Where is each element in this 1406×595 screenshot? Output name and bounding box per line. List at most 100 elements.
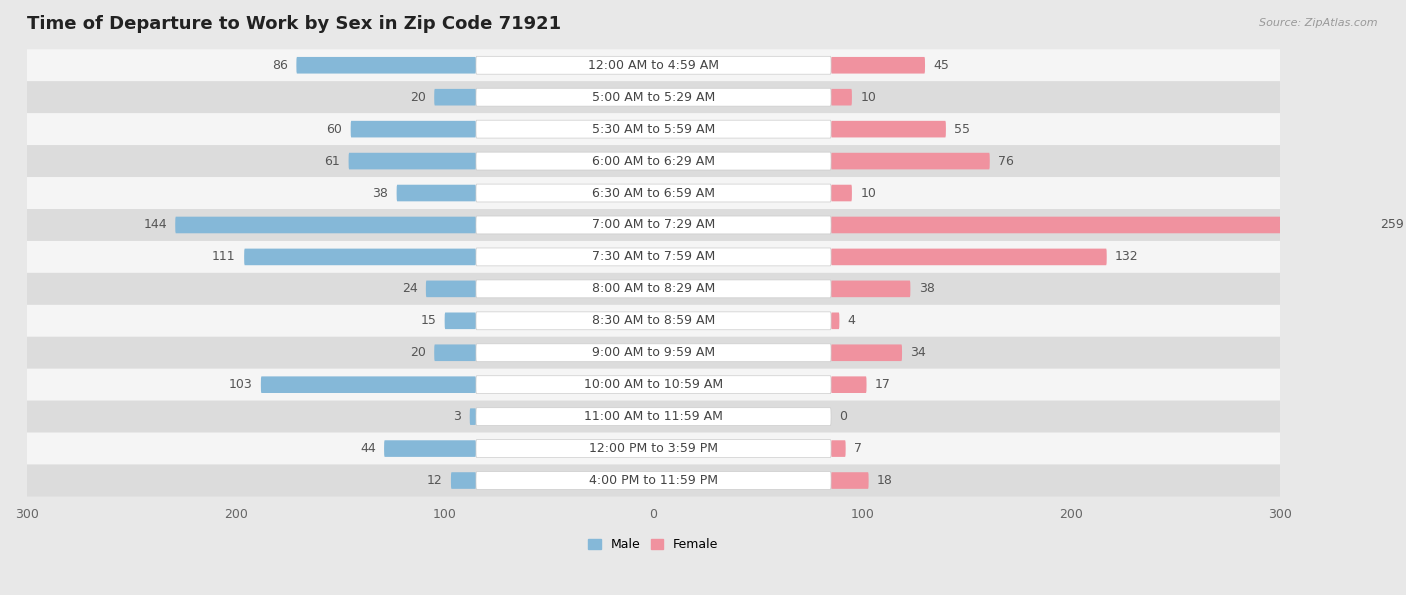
FancyBboxPatch shape	[477, 216, 831, 234]
FancyBboxPatch shape	[477, 312, 831, 330]
Text: 20: 20	[411, 346, 426, 359]
Text: 5:00 AM to 5:29 AM: 5:00 AM to 5:29 AM	[592, 90, 716, 104]
FancyBboxPatch shape	[444, 312, 477, 329]
Text: 44: 44	[360, 442, 375, 455]
Text: 5:30 AM to 5:59 AM: 5:30 AM to 5:59 AM	[592, 123, 716, 136]
FancyBboxPatch shape	[349, 153, 477, 170]
FancyBboxPatch shape	[262, 377, 477, 393]
FancyBboxPatch shape	[477, 88, 831, 106]
Text: 55: 55	[955, 123, 970, 136]
FancyBboxPatch shape	[831, 281, 911, 297]
FancyBboxPatch shape	[477, 57, 831, 74]
FancyBboxPatch shape	[831, 121, 946, 137]
Text: 6:00 AM to 6:29 AM: 6:00 AM to 6:29 AM	[592, 155, 716, 168]
Text: 11:00 AM to 11:59 AM: 11:00 AM to 11:59 AM	[583, 410, 723, 423]
FancyBboxPatch shape	[477, 248, 831, 266]
Text: 4: 4	[848, 314, 856, 327]
Text: 4:00 PM to 11:59 PM: 4:00 PM to 11:59 PM	[589, 474, 718, 487]
FancyBboxPatch shape	[831, 312, 839, 329]
FancyBboxPatch shape	[27, 145, 1279, 177]
Text: 61: 61	[325, 155, 340, 168]
Text: 60: 60	[326, 123, 342, 136]
Text: 10:00 AM to 10:59 AM: 10:00 AM to 10:59 AM	[583, 378, 723, 391]
FancyBboxPatch shape	[477, 472, 831, 490]
Text: 9:00 AM to 9:59 AM: 9:00 AM to 9:59 AM	[592, 346, 716, 359]
Text: 20: 20	[411, 90, 426, 104]
Text: 8:30 AM to 8:59 AM: 8:30 AM to 8:59 AM	[592, 314, 716, 327]
FancyBboxPatch shape	[451, 472, 477, 489]
Text: 12: 12	[427, 474, 443, 487]
Legend: Male, Female: Male, Female	[583, 534, 724, 556]
Text: 3: 3	[454, 410, 461, 423]
Text: 7:30 AM to 7:59 AM: 7:30 AM to 7:59 AM	[592, 250, 716, 264]
Text: 8:00 AM to 8:29 AM: 8:00 AM to 8:29 AM	[592, 283, 716, 295]
FancyBboxPatch shape	[831, 472, 869, 489]
FancyBboxPatch shape	[396, 184, 477, 201]
Text: 38: 38	[918, 283, 935, 295]
Text: 10: 10	[860, 90, 876, 104]
Text: Time of Departure to Work by Sex in Zip Code 71921: Time of Departure to Work by Sex in Zip …	[27, 15, 561, 33]
Text: 259: 259	[1381, 218, 1405, 231]
FancyBboxPatch shape	[176, 217, 477, 233]
FancyBboxPatch shape	[27, 305, 1279, 337]
FancyBboxPatch shape	[831, 440, 845, 457]
Text: 12:00 AM to 4:59 AM: 12:00 AM to 4:59 AM	[588, 59, 718, 72]
FancyBboxPatch shape	[350, 121, 477, 137]
Text: 7:00 AM to 7:29 AM: 7:00 AM to 7:29 AM	[592, 218, 716, 231]
FancyBboxPatch shape	[27, 177, 1279, 209]
Text: 10: 10	[860, 186, 876, 199]
FancyBboxPatch shape	[831, 57, 925, 74]
FancyBboxPatch shape	[477, 408, 831, 425]
FancyBboxPatch shape	[831, 345, 903, 361]
FancyBboxPatch shape	[27, 241, 1279, 273]
FancyBboxPatch shape	[831, 217, 1372, 233]
FancyBboxPatch shape	[27, 369, 1279, 400]
Text: 34: 34	[911, 346, 927, 359]
Text: 103: 103	[229, 378, 253, 391]
Text: 45: 45	[934, 59, 949, 72]
FancyBboxPatch shape	[434, 89, 477, 105]
Text: 24: 24	[402, 283, 418, 295]
FancyBboxPatch shape	[27, 337, 1279, 369]
FancyBboxPatch shape	[426, 281, 477, 297]
Text: 111: 111	[212, 250, 236, 264]
Text: 7: 7	[853, 442, 862, 455]
FancyBboxPatch shape	[384, 440, 477, 457]
FancyBboxPatch shape	[831, 153, 990, 170]
Text: 17: 17	[875, 378, 891, 391]
Text: 15: 15	[420, 314, 436, 327]
FancyBboxPatch shape	[477, 184, 831, 202]
Text: 76: 76	[998, 155, 1014, 168]
FancyBboxPatch shape	[477, 440, 831, 458]
FancyBboxPatch shape	[831, 377, 866, 393]
Text: 132: 132	[1115, 250, 1139, 264]
FancyBboxPatch shape	[27, 113, 1279, 145]
FancyBboxPatch shape	[831, 249, 1107, 265]
FancyBboxPatch shape	[297, 57, 477, 74]
FancyBboxPatch shape	[27, 49, 1279, 82]
FancyBboxPatch shape	[434, 345, 477, 361]
Text: 38: 38	[373, 186, 388, 199]
FancyBboxPatch shape	[27, 400, 1279, 433]
FancyBboxPatch shape	[27, 465, 1279, 496]
FancyBboxPatch shape	[245, 249, 477, 265]
Text: Source: ZipAtlas.com: Source: ZipAtlas.com	[1260, 18, 1378, 28]
FancyBboxPatch shape	[477, 152, 831, 170]
Text: 86: 86	[273, 59, 288, 72]
FancyBboxPatch shape	[831, 184, 852, 201]
Text: 18: 18	[877, 474, 893, 487]
Text: 12:00 PM to 3:59 PM: 12:00 PM to 3:59 PM	[589, 442, 718, 455]
Text: 6:30 AM to 6:59 AM: 6:30 AM to 6:59 AM	[592, 186, 716, 199]
FancyBboxPatch shape	[27, 433, 1279, 465]
FancyBboxPatch shape	[477, 376, 831, 394]
FancyBboxPatch shape	[477, 280, 831, 298]
Text: 0: 0	[839, 410, 848, 423]
FancyBboxPatch shape	[27, 209, 1279, 241]
FancyBboxPatch shape	[477, 344, 831, 362]
FancyBboxPatch shape	[831, 89, 852, 105]
FancyBboxPatch shape	[470, 408, 477, 425]
FancyBboxPatch shape	[27, 273, 1279, 305]
Text: 144: 144	[143, 218, 167, 231]
FancyBboxPatch shape	[477, 120, 831, 138]
FancyBboxPatch shape	[27, 82, 1279, 113]
